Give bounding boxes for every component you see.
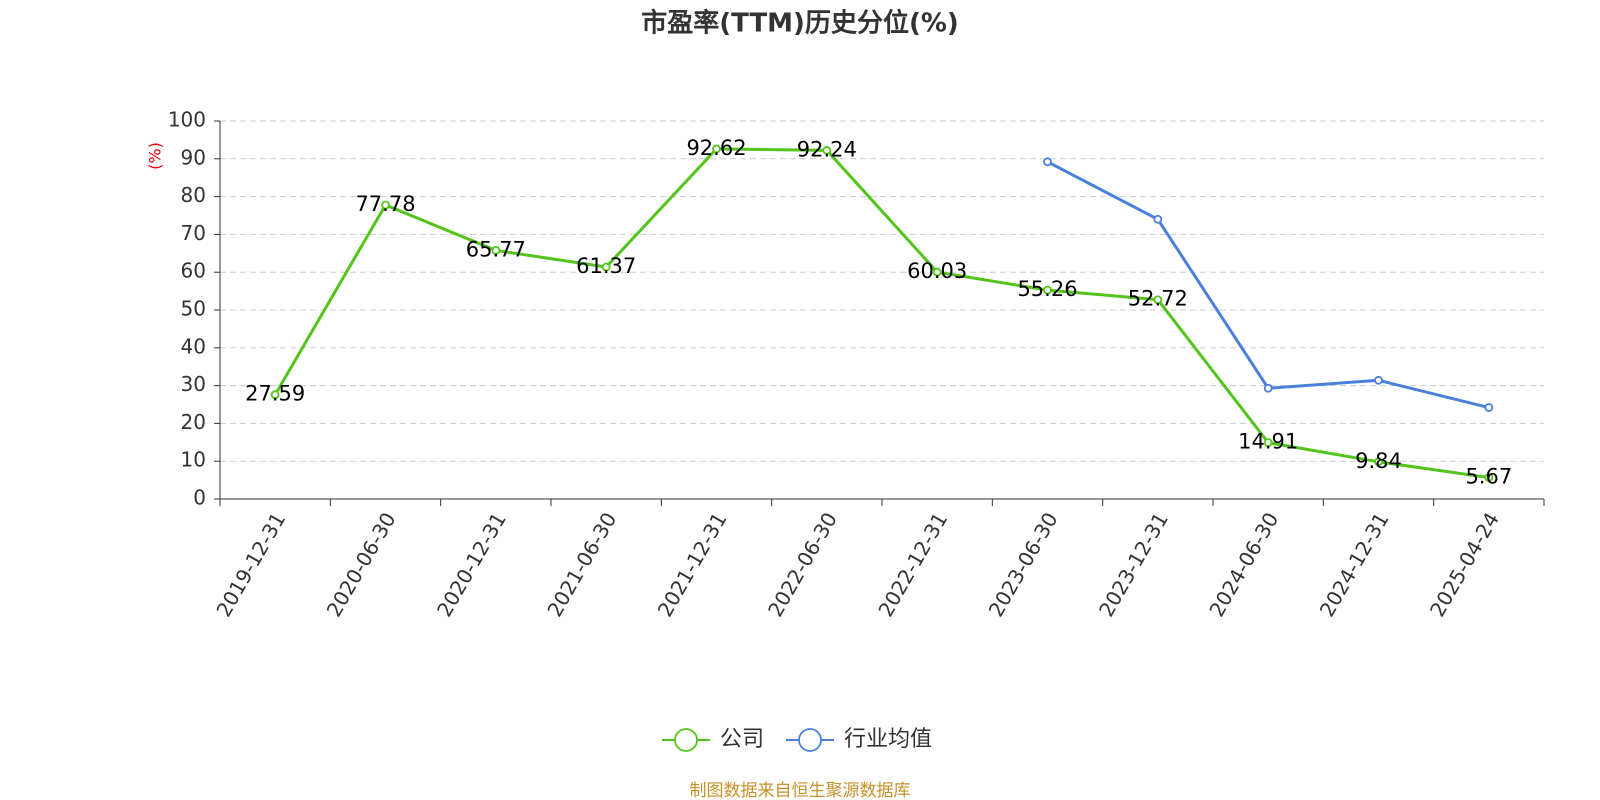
data-label: 9.84	[1355, 449, 1402, 473]
y-tick-label: 60	[181, 259, 206, 283]
data-label: 65.77	[466, 237, 526, 261]
y-tick-label: 50	[181, 297, 206, 321]
source-note: 制图数据来自恒生聚源数据库	[690, 781, 911, 800]
chart-title: 市盈率(TTM)历史分位(%)	[641, 8, 959, 39]
series-line	[273, 147, 1490, 480]
x-tick-label: 2023-12-31	[1094, 508, 1173, 621]
data-point	[1374, 375, 1383, 385]
y-tick-label: 0	[193, 486, 206, 510]
x-tick-label: 2024-06-30	[1204, 508, 1283, 621]
y-tick-label: 70	[181, 221, 206, 245]
data-point	[1043, 157, 1052, 167]
x-tick-label: 2022-06-30	[763, 508, 842, 621]
x-tick-label: 2022-12-31	[873, 508, 952, 621]
data-label: 61.37	[576, 254, 636, 278]
x-tick-label: 2020-06-30	[322, 508, 401, 621]
data-point	[1484, 403, 1494, 412]
data-point	[1374, 457, 1383, 467]
data-point	[1484, 473, 1494, 482]
data-point	[1043, 285, 1052, 295]
y-tick-label: 10	[181, 448, 206, 472]
legend-marker	[674, 728, 698, 752]
x-tick-label: 2023-06-30	[984, 508, 1063, 621]
y-axis-label: (%)	[146, 142, 165, 170]
x-tick-label: 2020-12-31	[432, 508, 511, 621]
x-tick-label: 2024-12-31	[1315, 508, 1394, 621]
data-point	[1153, 295, 1163, 305]
y-tick-label: 90	[181, 145, 206, 169]
data-label: 14.91	[1238, 430, 1298, 454]
x-tick-label: 2021-06-30	[542, 508, 621, 621]
data-label: 55.26	[1017, 277, 1077, 301]
data-label: 52.72	[1128, 287, 1188, 311]
y-tick-label: 100	[168, 108, 206, 132]
y-tick-label: 30	[181, 372, 206, 396]
x-tick-label: 2021-12-31	[653, 508, 732, 621]
data-point	[491, 245, 501, 255]
y-tick-label: 20	[181, 410, 206, 434]
x-tick-label: 2025-04-24	[1425, 508, 1504, 621]
data-label: 92.62	[686, 136, 746, 160]
x-tick-label: 2019-12-31	[211, 508, 290, 621]
data-point	[712, 144, 721, 154]
legend-marker	[798, 728, 822, 752]
data-label: 92.24	[797, 137, 857, 161]
data-point	[381, 200, 390, 210]
data-label: 60.03	[907, 259, 967, 283]
data-point	[1263, 438, 1273, 448]
legend-label: 公司	[720, 727, 764, 752]
y-tick-label: 40	[181, 334, 206, 358]
legend-label: 行业均值	[844, 727, 932, 752]
data-point	[601, 262, 611, 272]
data-point	[270, 390, 280, 400]
data-point	[822, 145, 832, 155]
data-point	[1153, 214, 1163, 224]
data-label: 5.67	[1465, 465, 1512, 489]
data-label: 77.78	[355, 192, 415, 216]
data-label: 27.59	[245, 382, 305, 406]
series-line	[1046, 160, 1490, 409]
y-tick-label: 80	[181, 183, 206, 207]
data-point	[932, 267, 942, 277]
data-point	[1263, 383, 1273, 393]
